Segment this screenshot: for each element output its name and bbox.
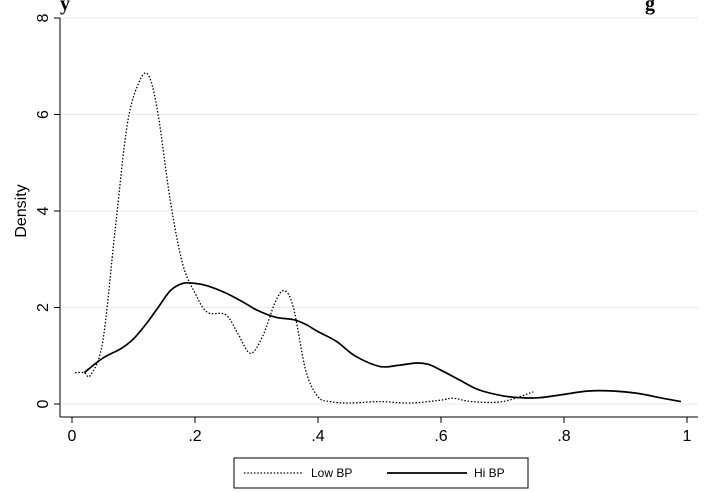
legend: Low BP Hi BP bbox=[233, 457, 529, 489]
x-tick-label: .2 bbox=[188, 428, 201, 445]
y-axis-title: Density bbox=[13, 184, 30, 237]
y-tick-label: 2 bbox=[35, 303, 52, 312]
x-tick-label: .8 bbox=[557, 428, 570, 445]
y-tick-label: 4 bbox=[35, 206, 52, 215]
series-line-hi-bp bbox=[83, 281, 682, 403]
x-tick-label: .6 bbox=[434, 428, 447, 445]
y-tick-label: 6 bbox=[35, 110, 52, 119]
legend-label-hi-bp: Hi BP bbox=[474, 466, 505, 480]
y-axis-ticks: 0 2 4 6 8 bbox=[35, 13, 60, 408]
x-axis-ticks: 0 .2 .4 .6 .8 1 bbox=[68, 417, 692, 445]
x-tick-label: .4 bbox=[311, 428, 324, 445]
legend-box bbox=[233, 457, 529, 489]
chart-title-right: g bbox=[645, 0, 655, 15]
legend-label-low-bp: Low BP bbox=[311, 466, 352, 480]
series-line-low-bp bbox=[75, 72, 534, 404]
x-tick-label: 1 bbox=[683, 428, 692, 445]
grid-lines bbox=[60, 17, 698, 405]
chart-title-left: y bbox=[60, 0, 70, 15]
axes bbox=[59, 18, 698, 418]
series-layer bbox=[75, 72, 682, 404]
x-tick-label: 0 bbox=[68, 428, 77, 445]
y-tick-label: 8 bbox=[35, 13, 52, 22]
y-tick-label: 0 bbox=[35, 399, 52, 408]
